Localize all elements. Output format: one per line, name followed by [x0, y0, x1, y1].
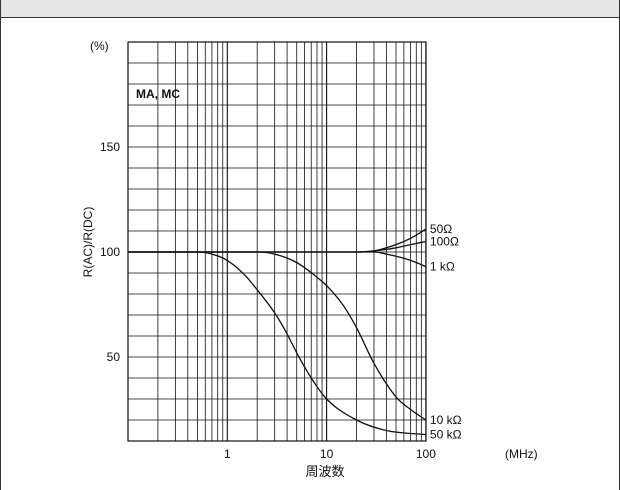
y-tick-label: 50 — [107, 350, 121, 364]
series-label: 100Ω — [430, 235, 459, 249]
x-tick-label: 1 — [224, 447, 231, 461]
x-tick-label: 100 — [416, 447, 436, 461]
series-line — [128, 240, 427, 253]
chart-grid — [128, 42, 427, 441]
y-tick-label: 150 — [100, 140, 120, 154]
y-unit-label: (%) — [90, 39, 109, 53]
chart-title: MA, MC — [136, 87, 180, 101]
series-label: 50 kΩ — [430, 428, 462, 442]
series-label: 10 kΩ — [430, 413, 462, 427]
y-tick-label: 100 — [100, 245, 120, 259]
series-line — [128, 251, 426, 436]
plot-border — [127, 41, 427, 442]
y-axis-title: R(AC)/R(DC) — [81, 207, 95, 278]
series-label: 1 kΩ — [430, 260, 455, 274]
top-bar — [0, 0, 620, 18]
series-label: 50Ω — [430, 222, 452, 236]
series-line — [128, 228, 427, 253]
x-tick-label: 10 — [320, 447, 334, 461]
series-line — [128, 251, 427, 421]
x-unit-label: (MHz) — [505, 447, 538, 461]
left-border — [0, 0, 1, 490]
chart-curves — [128, 228, 427, 436]
x-axis-title: 周波数 — [305, 465, 344, 480]
